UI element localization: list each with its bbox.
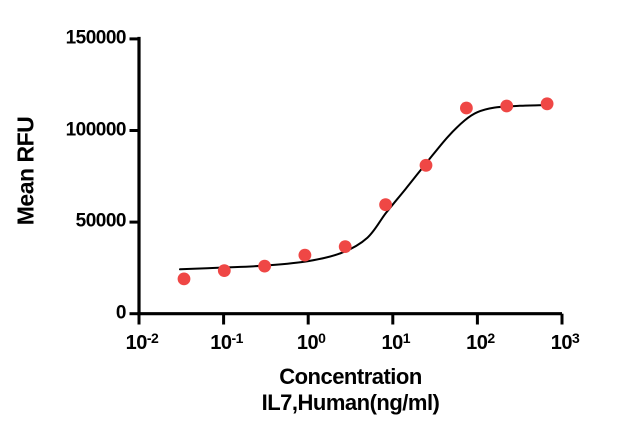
x-tick-label: 100 <box>296 330 326 354</box>
data-point <box>298 248 312 262</box>
x-tick-exponent: -2 <box>146 330 159 346</box>
data-point <box>217 264 231 277</box>
y-tick-label: 150000 <box>65 27 127 49</box>
x-tick-label: 10-2 <box>125 330 159 354</box>
x-axis-title-line1: Concentration <box>279 364 422 389</box>
fit-curve <box>179 104 548 271</box>
x-tick-label: 102 <box>466 330 495 354</box>
data-point <box>500 99 514 113</box>
data-point <box>419 158 433 172</box>
x-tick-exponent: 2 <box>487 330 495 346</box>
x-axis-title: Concentration IL7,Human(ng/ml) <box>139 364 562 416</box>
x-tick-exponent: 3 <box>571 330 580 346</box>
data-point <box>460 101 473 115</box>
x-tick-exponent: 1 <box>402 330 411 346</box>
x-tick-label: 103 <box>550 330 580 354</box>
x-tick-exponent: -1 <box>231 330 243 346</box>
data-point <box>258 259 271 273</box>
data-point <box>177 272 191 286</box>
data-point <box>379 198 392 212</box>
x-tick-exponent: 0 <box>318 330 326 346</box>
y-tick-label: 100000 <box>65 119 127 141</box>
x-tick-label: 10-1 <box>210 330 243 354</box>
data-point <box>338 240 352 254</box>
x-axis-title-line2: IL7,Human(ng/ml) <box>261 390 440 415</box>
x-tick-label: 101 <box>381 330 411 354</box>
y-tick-label: 50000 <box>75 210 127 232</box>
data-point <box>540 97 554 111</box>
y-tick-label: 0 <box>115 302 127 324</box>
